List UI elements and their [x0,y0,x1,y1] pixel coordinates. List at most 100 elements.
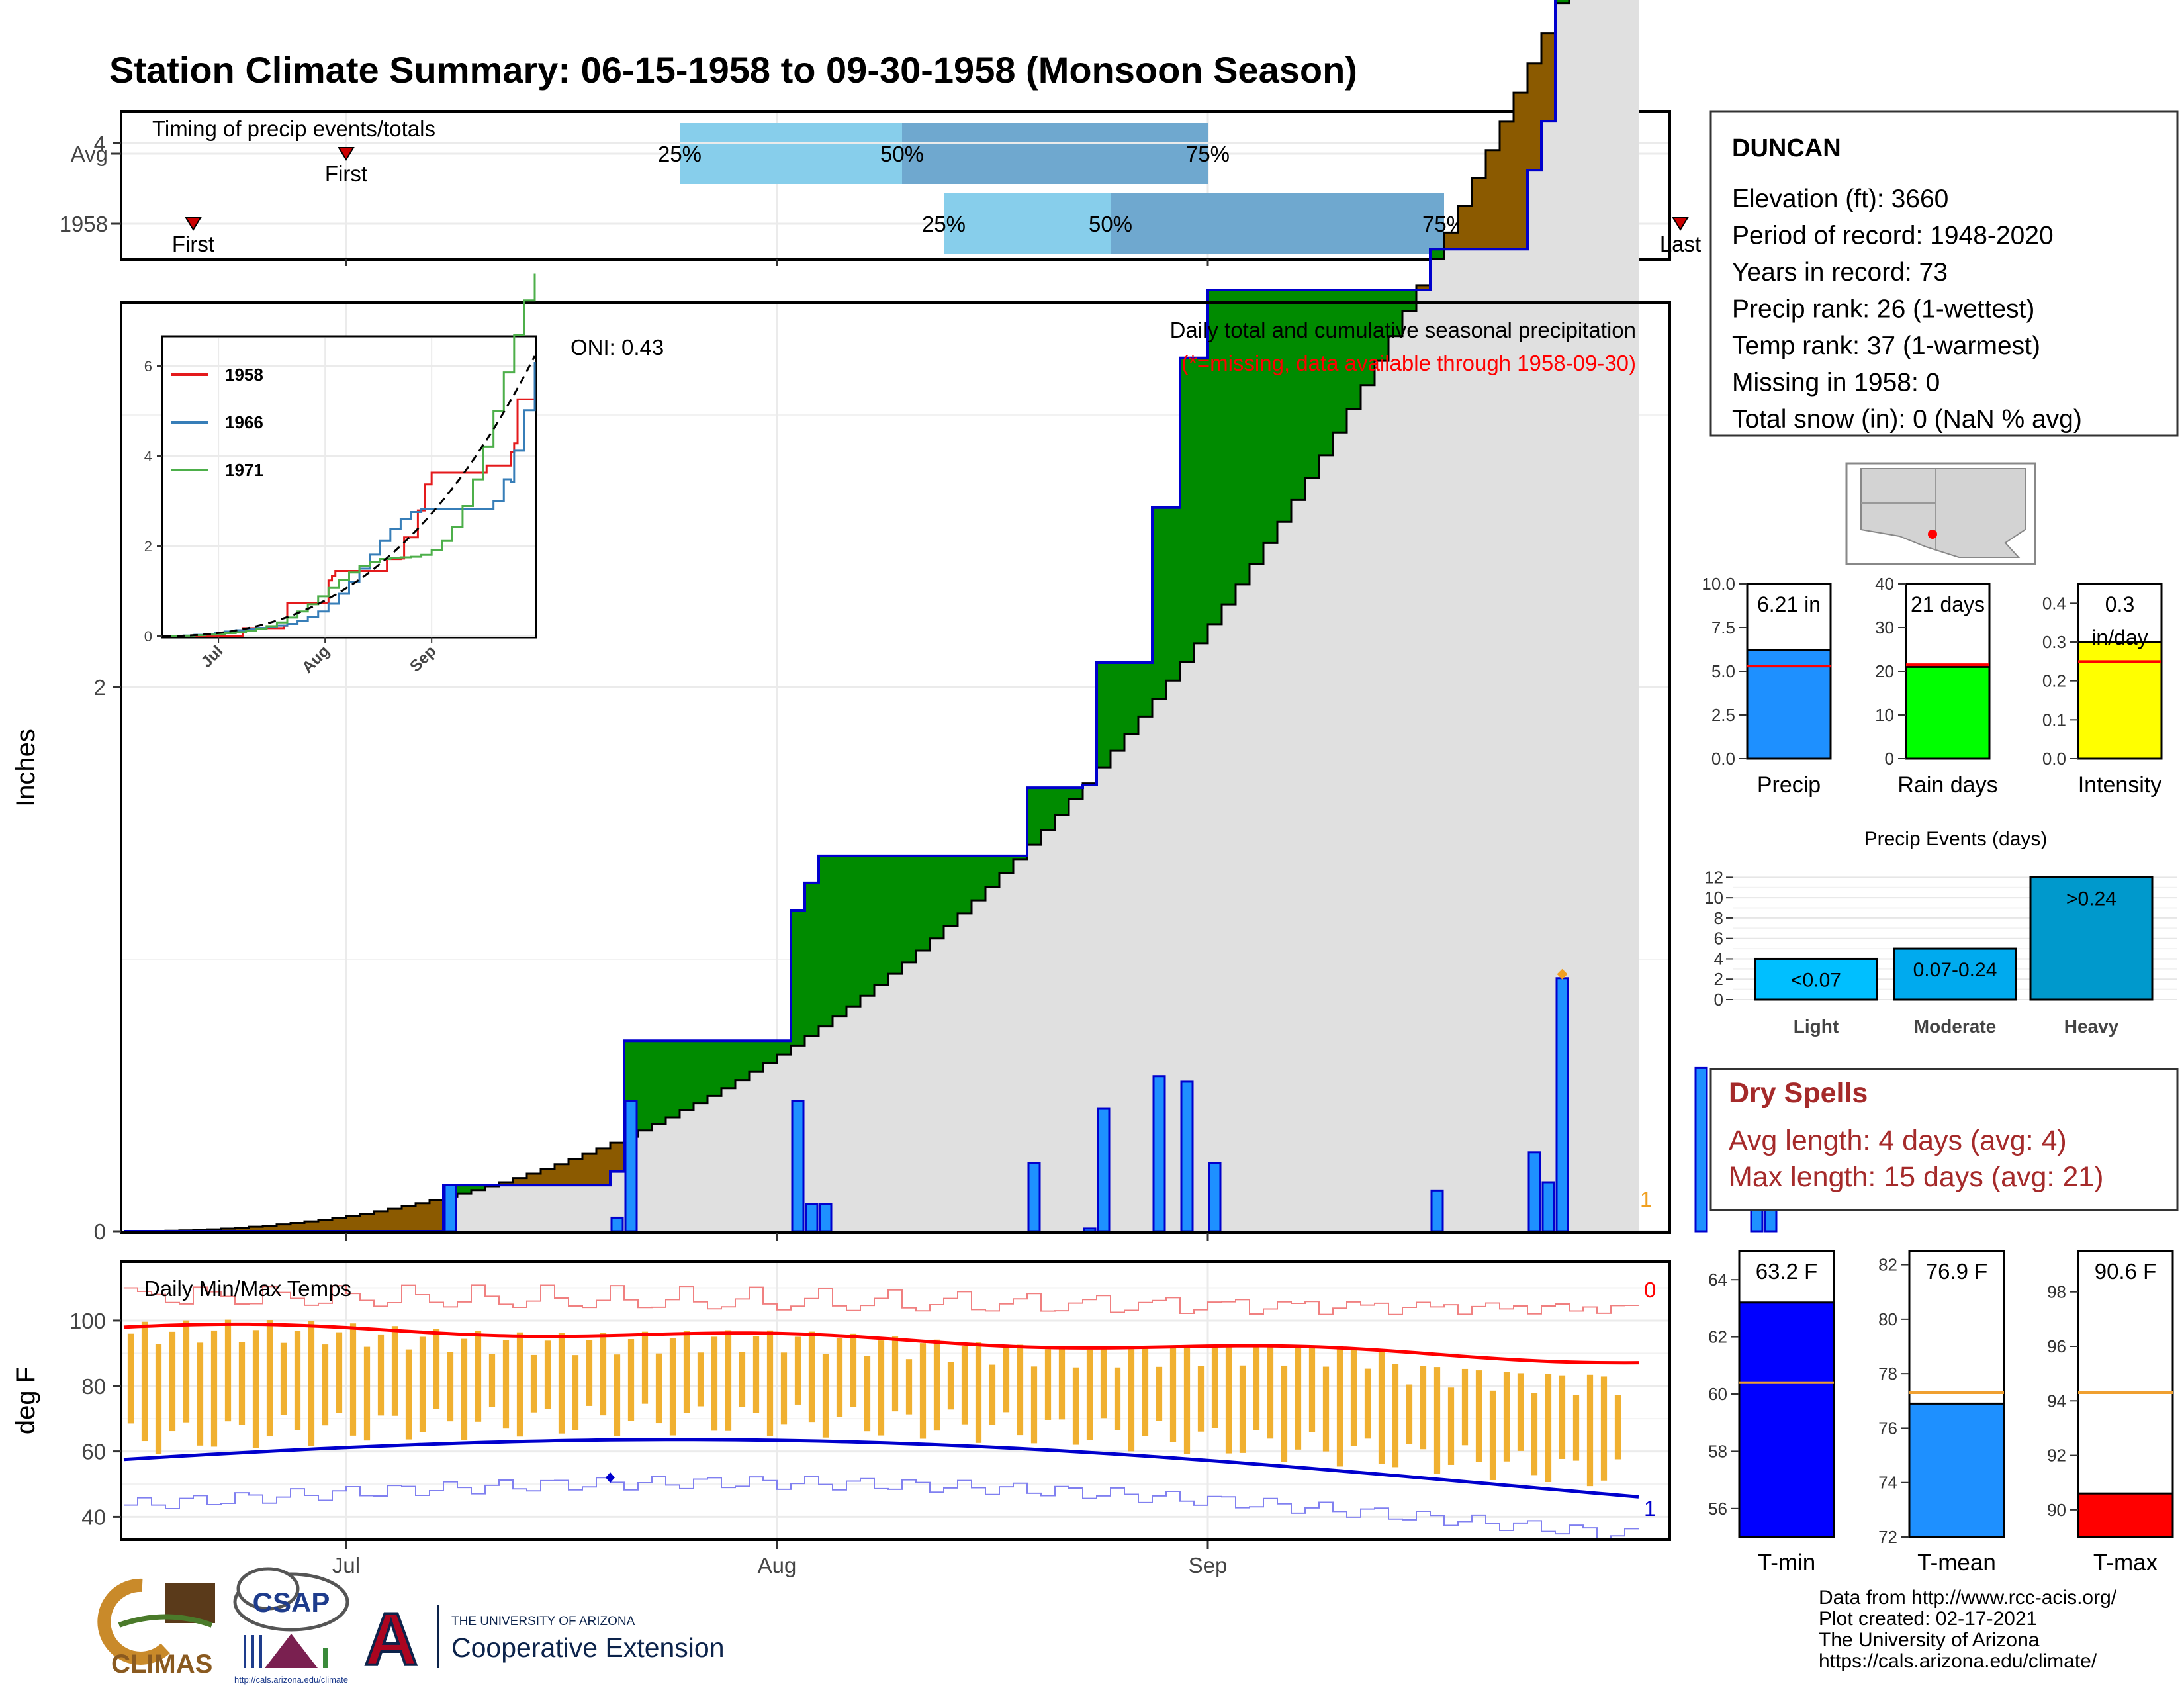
temp-bar-y-tick-label: 82 [1878,1255,1897,1275]
daily-precip-bar [791,1100,805,1233]
surplus-area [1097,289,1416,768]
daily-temp-bar [864,1356,871,1432]
quartile-label: 25% [658,142,702,166]
timing-panel: Timing of precip events/totals Avg 25% 50%… [60,110,1701,266]
daily-temp-bar [947,1362,954,1410]
daily-temp-bar [572,1355,579,1430]
events-y-tick-label: 12 [1704,867,1723,887]
daily-temp-bar [1156,1366,1163,1421]
daily-precip-bar [1027,1162,1041,1233]
summary-bar-value [1905,665,1991,760]
daily-temp-bar [349,1323,357,1436]
quartile-bar-lower [680,123,902,184]
daily-temp-bar [391,1326,398,1416]
climas-logo: CLIMAS [97,1578,215,1679]
x-tick-label: Sep [1189,1553,1228,1577]
temp-y-tick-label: 40 [81,1505,106,1529]
daily-temp-bar [433,1329,440,1409]
inset-lines [163,273,536,637]
station-detail-line: Temp rank: 37 (1-warmest) [1732,332,2040,360]
station-detail-line: Elevation (ft): 3660 [1732,185,1948,213]
temp-bar-y-tick-label: 62 [1708,1327,1727,1347]
daily-temp-bar [586,1340,593,1406]
daily-temp-bar [322,1344,329,1426]
temp-bar-y-tick-label: 60 [1708,1384,1727,1404]
temp-count-top: 0 [1644,1278,1656,1302]
daily-temp-bar [1364,1368,1371,1439]
footer-line: Data from http://www.rcc-acis.org/ [1819,1587,2117,1609]
temp-bar-y-tick-label: 90 [2047,1500,2066,1520]
quartile-label: 25% [922,212,966,236]
station-detail-line: Total snow (in): 0 (NaN % avg) [1732,405,2082,434]
daily-temp-bar [1517,1373,1524,1451]
quartile-label: 50% [1089,212,1132,236]
inset-legend-label: 1958 [225,365,263,385]
inset-legend-label: 1971 [225,460,263,480]
summary-bar-value-label: 6.21 in [1757,592,1821,616]
daily-temp-bar [1128,1349,1135,1452]
daily-temp-bar [169,1331,176,1432]
precip-note-missing: (*=missing, data available through 1958-… [1181,351,1636,375]
precip-y-tick-label: 4 [94,131,106,156]
daily-precip-bar [1152,1075,1166,1233]
daily-precip-bar [1208,1162,1222,1233]
daily-temp-bar [794,1336,801,1405]
inset-avg-line [163,355,536,637]
daily-precip-bar [1083,1227,1097,1233]
daily-temp-bar [210,1330,218,1447]
inset-series-line [163,273,536,637]
footer-credits: Data from http://www.rcc-acis.org/Plot c… [1819,1587,2117,1672]
daily-temp-bar [683,1331,690,1413]
daily-temp-bar [1531,1393,1538,1476]
daily-temp-bar [1461,1368,1469,1446]
daily-temp-bar [1030,1366,1038,1444]
daily-temp-bar [1503,1372,1510,1462]
events-bar-label: >0.24 [2066,888,2116,910]
daily-temp-bar [238,1342,246,1425]
daily-temp-bar [1489,1390,1496,1480]
summary-bar-value [2077,641,2163,760]
precip-y-axis: 0 2 4 6 [94,131,1209,1244]
daily-temp-bar [808,1331,815,1423]
inset-y-tick-label: 6 [144,358,152,375]
daily-temp-bar [1197,1366,1205,1432]
inset-y-tick-label: 4 [144,448,152,465]
summary-bar-y-tick-label: 5.0 [1711,661,1735,681]
temp-bar-y-tick-label: 78 [1878,1364,1897,1383]
temp-count-bottom: 1 [1644,1496,1656,1521]
daily-temp-bar [766,1330,774,1436]
locator-map [1845,462,2036,565]
daily-temp-bar [1378,1350,1385,1464]
precip-y-tick-label: 0 [94,1219,106,1244]
station-detail-line: Precip rank: 26 (1-wettest) [1732,295,2034,324]
footer-line: https://cals.arizona.edu/climate/ [1819,1650,2097,1672]
daily-temp-bar [224,1319,232,1422]
temp-bar-value [1908,1402,2005,1538]
daily-temp-bar [447,1352,454,1422]
university-logo-letter: A [365,1598,418,1681]
events-bar [1893,947,2017,1001]
daily-precip-bar [1541,1181,1555,1233]
daily-temp-bar [1614,1395,1621,1460]
temp-bar-label: T-mean [1917,1550,1996,1575]
daily-precip-bar [819,1203,833,1233]
daily-temp-bar [1211,1347,1218,1428]
daily-temp-bar [363,1346,371,1441]
max-precip-marker [1557,968,1568,980]
daily-temp-bar [1267,1345,1274,1439]
quartile-label: 50% [880,142,924,166]
daily-temp-bar [1433,1367,1441,1474]
timing-marker [185,217,202,231]
station-name: DUNCAN [1732,134,1841,162]
station-detail-line: Missing in 1958: 0 [1732,369,1940,397]
daily-temp-bar [836,1338,843,1417]
figure-title: Station Climate Summary: 06-15-1958 to 0… [109,49,1357,91]
daily-temp-bar [1072,1367,1079,1445]
station-info-box: DUNCAN Elevation (ft): 3660 Period of rec… [1709,110,2179,437]
events-y-tick-label: 6 [1714,929,1723,949]
inset-y-tick-label: 2 [144,538,152,555]
daily-temp-bar [614,1354,621,1436]
daily-temp-bar [1142,1346,1149,1436]
